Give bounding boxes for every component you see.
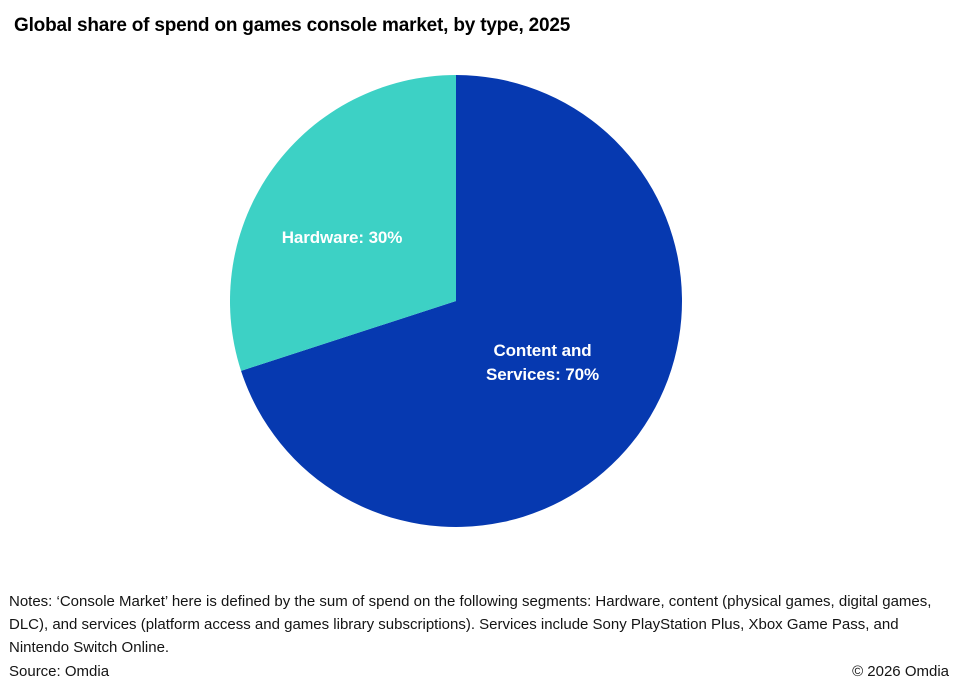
chart-notes: Notes: ‘Console Market’ here is defined … [9,593,932,656]
source-text: Source: Omdia [9,663,110,680]
pie-slice-hardware [229,75,456,371]
slice-label-hardware: Hardware: 30% [281,228,403,247]
pie-slice-content-and-services [241,75,682,527]
page-title: Global share of spend on games console m… [14,15,571,36]
slice-label-content-and-services: Content and Services: 70% [485,341,600,384]
copyright-text: © 2026 Omdia [852,663,949,680]
